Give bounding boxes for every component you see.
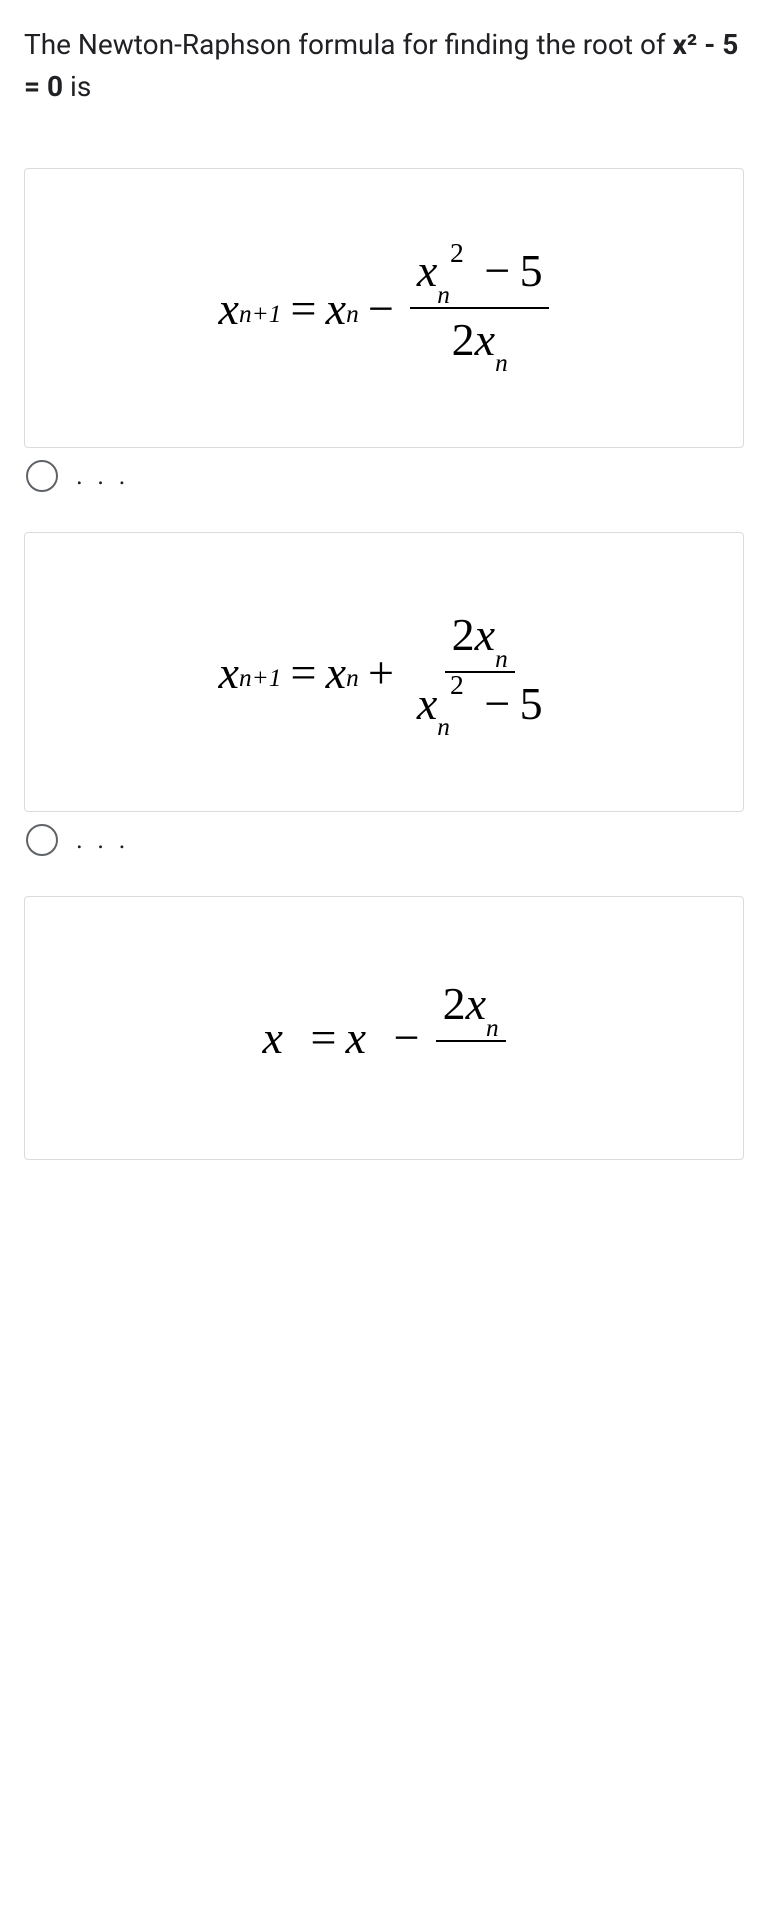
f2-num-sub: n xyxy=(495,645,508,673)
f2-lhs-var: x xyxy=(219,646,239,699)
f2-den: xn2 −5 xyxy=(410,673,549,736)
f2-den-const: 5 xyxy=(520,678,543,729)
f1-den: 2xn xyxy=(445,309,515,372)
f3-num: 2xn xyxy=(436,977,506,1042)
f1-den-sub: n xyxy=(495,349,508,377)
f3-den xyxy=(458,1042,483,1099)
formula-1: xn+1 = xn − xn2 −5 2xn xyxy=(219,244,550,372)
f2-den-var: x xyxy=(417,678,437,729)
formula-box-1: xn+1 = xn − xn2 −5 2xn xyxy=(24,168,744,448)
f1-eq: = xyxy=(291,282,317,335)
f1-num-var: x xyxy=(417,245,437,296)
option-1: xn+1 = xn − xn2 −5 2xn . . . xyxy=(24,168,744,492)
f1-num-op: − xyxy=(484,245,510,296)
f2-fraction: 2xn xn2 −5 xyxy=(410,608,549,736)
option-2: xn+1 = xn + 2xn xn2 −5 . . . xyxy=(24,532,744,856)
f1-den-var: x xyxy=(475,314,495,365)
formula-2: xn+1 = xn + 2xn xn2 −5 xyxy=(219,608,550,736)
f2-lhs-sub: n+1 xyxy=(239,664,281,693)
f2-rhs-sub: n xyxy=(346,664,359,693)
f1-op: − xyxy=(368,282,394,335)
f2-num-coeff: 2 xyxy=(452,609,475,660)
question-prefix: The Newton-Raphson formula for finding t… xyxy=(24,28,673,61)
f3-fraction: 2xn xyxy=(436,977,506,1099)
f1-num-sup: 2 xyxy=(450,237,464,268)
f2-den-sub: n xyxy=(437,713,450,741)
f3-num-sub: n xyxy=(486,1014,499,1042)
radio-2[interactable] xyxy=(26,824,58,856)
option-3: x = x − 2xn xyxy=(24,896,744,1160)
formula-box-3: x = x − 2xn xyxy=(24,896,744,1160)
f2-den-op: − xyxy=(484,678,510,729)
radio-label-2: . . . xyxy=(76,825,129,855)
f3-num-var: x xyxy=(466,978,486,1029)
f1-den-coeff: 2 xyxy=(452,314,475,365)
f1-rhs-var: x xyxy=(326,282,346,335)
radio-1[interactable] xyxy=(26,460,58,492)
f2-num: 2xn xyxy=(445,608,515,673)
f2-num-var: x xyxy=(475,609,495,660)
f2-op: + xyxy=(368,646,394,699)
formula-3: x = x − 2xn xyxy=(262,977,505,1099)
question-suffix: is xyxy=(70,70,91,103)
f1-rhs-sub: n xyxy=(346,300,359,329)
radio-row-1[interactable]: . . . xyxy=(24,460,744,492)
f1-lhs-sub: n+1 xyxy=(239,300,281,329)
question-text: The Newton-Raphson formula for finding t… xyxy=(24,24,744,108)
f3-eq: = xyxy=(310,1011,336,1064)
f3-op: − xyxy=(394,1011,420,1064)
f1-fraction: xn2 −5 2xn xyxy=(410,244,549,372)
radio-label-1: . . . xyxy=(76,461,129,491)
f3-num-coeff: 2 xyxy=(443,978,466,1029)
f2-eq: = xyxy=(291,646,317,699)
f3-lhs-var: x xyxy=(262,1011,282,1064)
f1-lhs-var: x xyxy=(219,282,239,335)
f2-rhs-var: x xyxy=(326,646,346,699)
f1-num-sub: n xyxy=(437,281,450,309)
formula-box-2: xn+1 = xn + 2xn xn2 −5 xyxy=(24,532,744,812)
f1-num: xn2 −5 xyxy=(410,244,549,309)
radio-row-2[interactable]: . . . xyxy=(24,824,744,856)
f2-den-sup: 2 xyxy=(450,669,464,700)
f1-num-const: 5 xyxy=(520,245,543,296)
f3-rhs-var: x xyxy=(346,1011,366,1064)
